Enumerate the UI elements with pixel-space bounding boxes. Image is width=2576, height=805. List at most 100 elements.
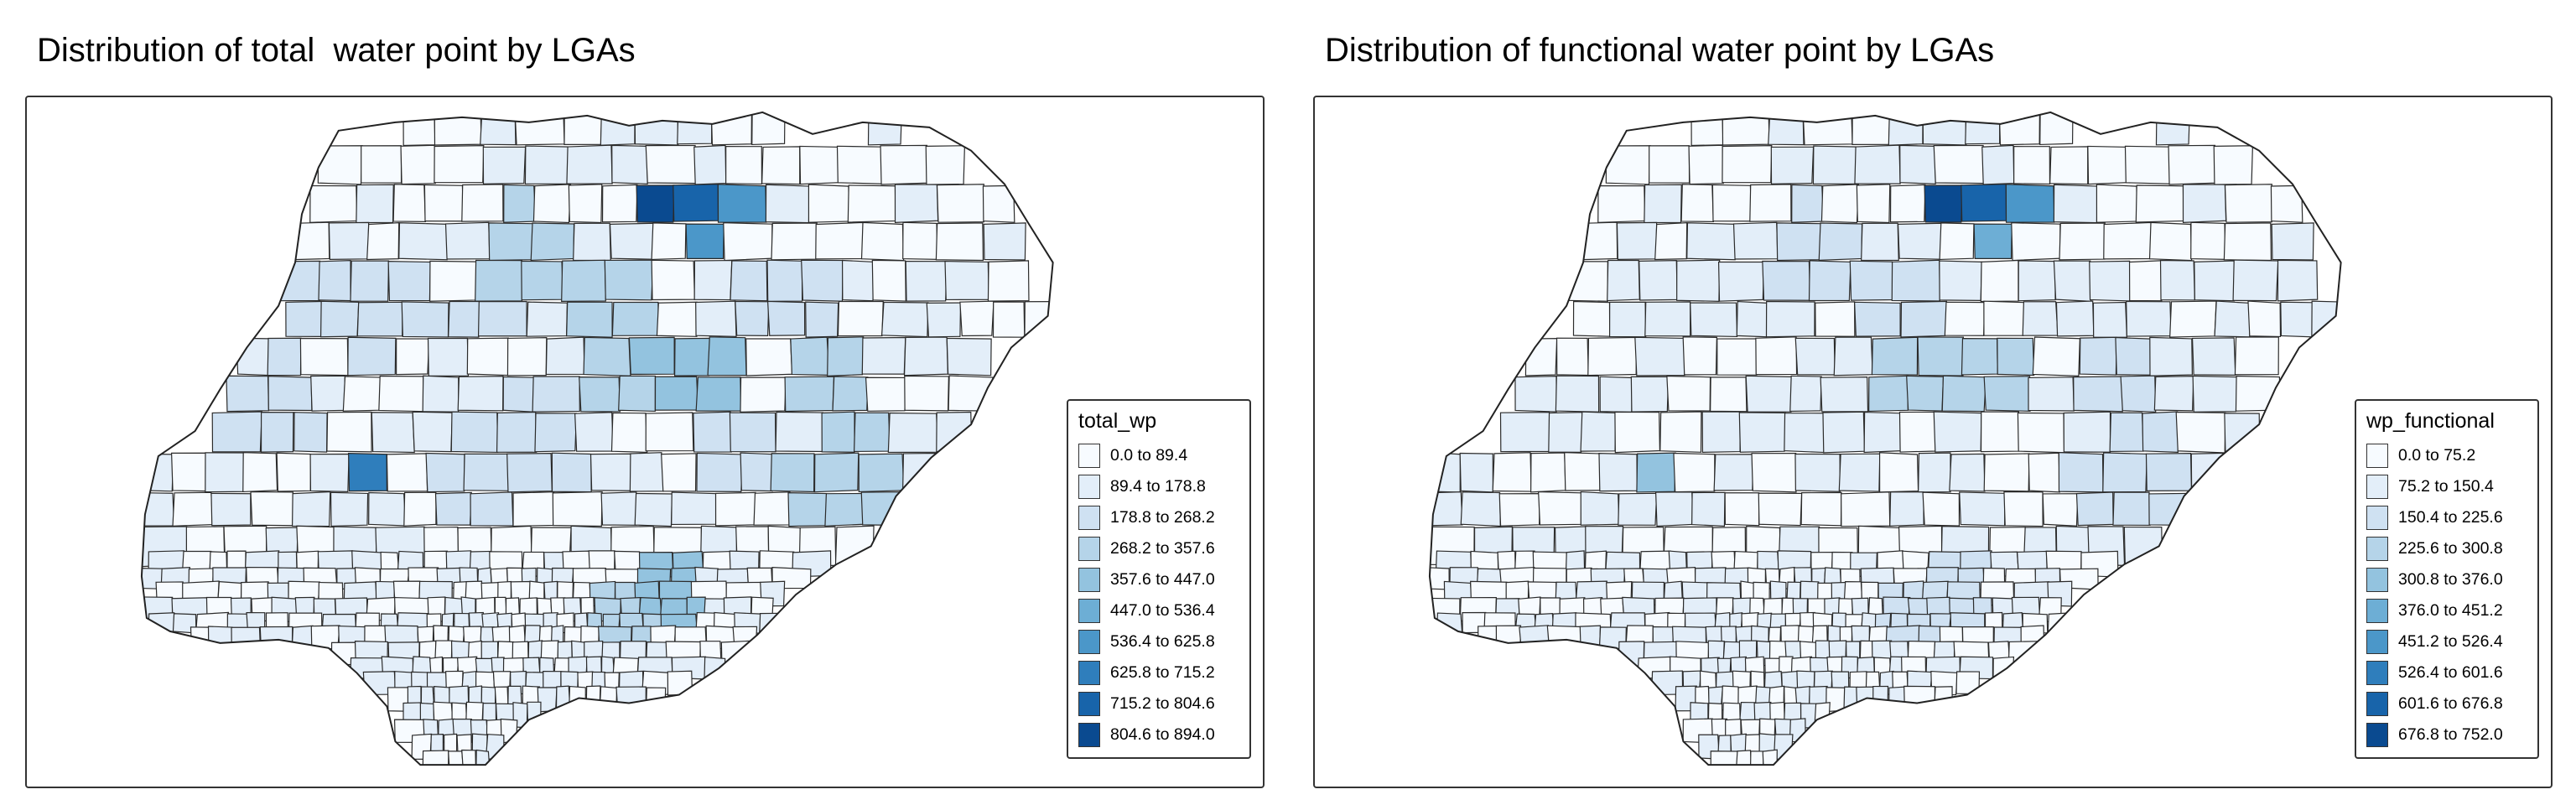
lga-region bbox=[328, 221, 370, 260]
lga-region bbox=[1710, 750, 1739, 766]
legend-swatch bbox=[1078, 475, 1100, 499]
lga-region bbox=[905, 261, 948, 302]
lga-region bbox=[259, 626, 293, 650]
legend-swatch bbox=[1078, 444, 1100, 468]
lga-region bbox=[477, 300, 527, 337]
lga-region bbox=[1888, 686, 1906, 713]
lga-region bbox=[532, 376, 580, 413]
lga-region bbox=[502, 376, 535, 413]
lga-region bbox=[766, 300, 806, 336]
lga-region bbox=[356, 184, 394, 224]
legend-label: 451.2 to 526.4 bbox=[2398, 632, 2503, 651]
lga-region bbox=[368, 491, 407, 527]
lga-region bbox=[1519, 625, 1550, 651]
legend-item: 268.2 to 357.6 bbox=[1078, 533, 1239, 564]
lga-region bbox=[1599, 376, 1633, 413]
lga-region bbox=[450, 411, 499, 454]
lga-region bbox=[2039, 112, 2074, 146]
lga-region bbox=[761, 146, 801, 185]
lga-region bbox=[434, 145, 485, 184]
lga-region bbox=[568, 184, 603, 224]
legend-item: 75.2 to 150.4 bbox=[2366, 471, 2527, 502]
lga-region bbox=[318, 260, 351, 302]
lga-region bbox=[356, 301, 403, 337]
lga-region bbox=[326, 411, 372, 453]
lga-region bbox=[861, 336, 906, 375]
lga-region bbox=[521, 260, 564, 301]
legend-item: 526.4 to 601.6 bbox=[2366, 657, 2527, 688]
lga-region bbox=[1690, 112, 1724, 147]
lga-region bbox=[2126, 300, 2172, 337]
lga-region bbox=[770, 453, 815, 493]
lga-region bbox=[2055, 300, 2095, 337]
lga-region bbox=[2235, 375, 2282, 412]
lga-region bbox=[579, 377, 621, 413]
lga-region bbox=[2224, 413, 2261, 452]
lga-region bbox=[636, 184, 675, 223]
legend-label: 225.6 to 300.8 bbox=[2398, 539, 2503, 558]
lga-region bbox=[330, 491, 369, 527]
lga-region bbox=[2032, 336, 2080, 377]
lga-region bbox=[276, 452, 312, 492]
country-border bbox=[1428, 111, 2342, 766]
lga-region bbox=[532, 184, 572, 224]
lga-region bbox=[210, 492, 252, 527]
lga-region bbox=[714, 491, 756, 527]
lga-region bbox=[926, 302, 962, 338]
lga-region bbox=[1933, 411, 1982, 453]
lga-region bbox=[982, 184, 1015, 223]
lga-region bbox=[317, 145, 363, 185]
legend-label: 676.8 to 752.0 bbox=[2398, 725, 2503, 744]
lga-region bbox=[2042, 493, 2079, 527]
lga-region bbox=[2232, 259, 2279, 302]
lga-region bbox=[1564, 451, 1601, 491]
lga-region bbox=[841, 259, 875, 302]
lga-region bbox=[808, 184, 850, 223]
lga-region bbox=[2092, 301, 2128, 338]
legend-swatch bbox=[1078, 537, 1100, 561]
lga-region bbox=[1768, 112, 1805, 146]
lga-region bbox=[1833, 336, 1873, 377]
lga-region bbox=[645, 144, 697, 184]
lga-region bbox=[1460, 491, 1501, 527]
legend-item: 625.8 to 715.2 bbox=[1078, 657, 1239, 688]
lga-region bbox=[1981, 144, 2015, 185]
lga-region bbox=[429, 260, 477, 302]
lga-region bbox=[671, 491, 718, 526]
lga-region bbox=[1815, 301, 1856, 337]
lga-region bbox=[170, 452, 207, 492]
lga-region bbox=[740, 452, 774, 492]
lga-region bbox=[894, 184, 939, 223]
lga-region bbox=[1889, 184, 1926, 223]
lga-region bbox=[2011, 222, 2061, 262]
lga-region bbox=[1758, 492, 1803, 527]
lga-region bbox=[775, 411, 824, 453]
lga-region bbox=[765, 184, 810, 224]
lga-region bbox=[880, 144, 928, 185]
lga-region bbox=[427, 337, 470, 377]
lga-region bbox=[211, 411, 262, 453]
lga-region bbox=[285, 300, 323, 338]
lga-region bbox=[858, 453, 905, 493]
lga-region bbox=[1789, 375, 1822, 413]
lga-region bbox=[1861, 222, 1899, 262]
lga-region bbox=[1949, 453, 1986, 492]
lga-region bbox=[685, 223, 724, 259]
lga-region bbox=[847, 184, 896, 223]
legend-swatch bbox=[1078, 599, 1100, 623]
lga-region bbox=[1690, 302, 1738, 338]
lga-region bbox=[530, 222, 575, 261]
lga-region bbox=[2280, 301, 2314, 338]
legend-item: 0.0 to 89.4 bbox=[1078, 440, 1239, 471]
legend-swatch bbox=[2366, 568, 2388, 592]
lga-region bbox=[771, 222, 818, 261]
lga-region bbox=[1800, 491, 1842, 527]
lga-region bbox=[1871, 336, 1919, 376]
lga-region bbox=[693, 144, 727, 185]
legend-label: 178.8 to 268.2 bbox=[1110, 508, 1215, 527]
lga-region bbox=[2028, 377, 2075, 412]
lga-region bbox=[824, 492, 864, 527]
lga-region bbox=[1579, 625, 1602, 651]
lga-region bbox=[1755, 336, 1798, 376]
lga-region bbox=[609, 222, 654, 260]
